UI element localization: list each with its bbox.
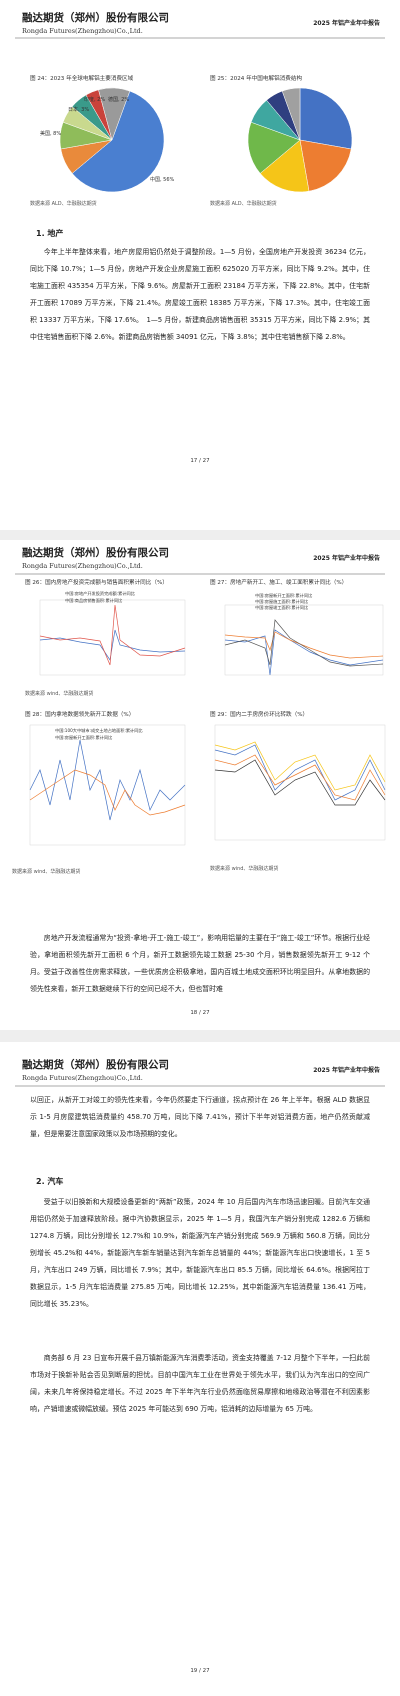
legend-entry: 中国:商品房销售面积:累计同比 — [65, 598, 123, 603]
section-heading: 1. 地产 — [36, 229, 64, 238]
report-title: 2025 年铝产业年中报告 — [313, 555, 380, 562]
pie-label: 美国, 8% — [40, 131, 62, 137]
section-heading: 2. 汽车 — [36, 1177, 64, 1186]
figure-source: 数据来源 wind、华融融达期货 — [210, 866, 279, 872]
pie-label: 德国, 2% — [108, 97, 130, 103]
legend-entry: 中国:100大中城市:成交土地占地面积:累计同比 — [55, 728, 143, 733]
figure-caption: 图 27：房地产新开工、施工、竣工面积累计同比（%） — [210, 580, 348, 586]
pie-regions — [59, 87, 165, 193]
figure-caption: 图 26：国内房地产投资完成额与销售面积累计同比（%） — [25, 580, 168, 586]
company-cn: 融达期货（郑州）股份有限公司 — [22, 12, 169, 24]
company-en: Rongda Futures(Zhengzhou)Co.,Ltd. — [22, 562, 143, 570]
paragraph: 今年上半年整体来看，地产房屋用铝仍然处于调整阶段。1—5 月份，全国房地产开发投… — [30, 248, 370, 341]
legend-entry: 中国:房屋施工面积:累计同比 — [255, 599, 309, 604]
page-number: 17 / 27 — [190, 458, 210, 464]
company-en: Rongda Futures(Zhengzhou)Co.,Ltd. — [22, 1074, 143, 1082]
figure-caption: 图 28：国内拿地数据领先新开工数据（%） — [25, 712, 135, 718]
company-cn: 融达期货（郑州）股份有限公司 — [22, 547, 169, 559]
figure-caption: 图 29：国内二手房房价环比转跌（%） — [210, 712, 309, 718]
figure-source: 数据来源 ALD、华融融达期货 — [30, 201, 97, 207]
legend-entry: 中国:房地产开发投资完成额:累计同比 — [65, 591, 135, 596]
header-rules — [15, 37, 385, 1087]
line-charts — [29, 599, 386, 846]
page-number: 18 / 27 — [190, 1010, 210, 1016]
figure-source: 数据来源 wind、华融融达期货 — [25, 691, 94, 697]
paragraph: 以回正，从新开工对竣工的领先性来看，今年仍然要走下行通道，拐点预计在 26 年上… — [30, 1096, 370, 1138]
figure-source: 数据来源 ALD、华融融达期货 — [210, 201, 277, 207]
company-en: Rongda Futures(Zhengzhou)Co.,Ltd. — [22, 27, 143, 35]
report-title: 2025 年铝产业年中报告 — [313, 1067, 380, 1074]
paragraph: 房地产开发流程通常为“投资-拿地-开工-施工-竣工”，影响用铝量的主要在于“施工… — [30, 934, 370, 993]
legend-entry: 中国:房屋竣工面积:累计同比 — [255, 605, 309, 610]
pie-label: 日本, 3% — [68, 107, 90, 113]
paragraph: 受益于以旧换新和大规模设备更新的“两新”政策，2024 年 10 月后国内汽车市… — [30, 1198, 370, 1308]
page-separators — [0, 530, 400, 1042]
pie-structure — [247, 87, 353, 193]
report-title: 2025 年铝产业年中报告 — [313, 20, 380, 27]
legend-entry: 中国:房屋新开工面积:累计同比 — [55, 735, 113, 740]
page-number: 19 / 27 — [190, 1668, 210, 1674]
pie-label: 中国, 56% — [150, 177, 175, 183]
figure-caption: 图 24：2023 年全球电解铝主要消费区域 — [30, 76, 134, 82]
figure-caption: 图 25：2024 年中国电解铝消费结构 — [210, 76, 303, 82]
company-cn: 融达期货（郑州）股份有限公司 — [22, 1059, 169, 1071]
figure-source: 数据来源 wind、华融融达期货 — [12, 869, 81, 875]
legend-entry: 中国:房屋新开工面积:累计同比 — [255, 593, 313, 598]
paragraph: 商务部 6 月 23 日宣布开展千县万镇新能源汽车消费季活动，资金支持覆盖 7-… — [30, 1354, 370, 1413]
pie-label: 印度, 2% — [84, 97, 106, 103]
